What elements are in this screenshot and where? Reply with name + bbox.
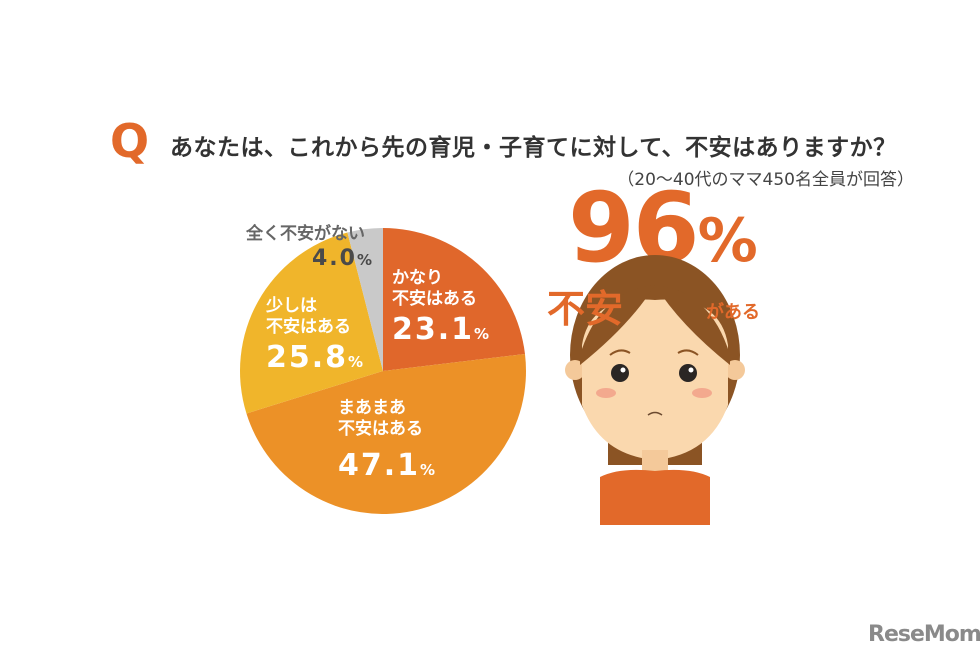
label-line: 全く不安がない [246, 224, 365, 244]
label-line: 不安はある [338, 419, 423, 440]
label-line: 不安はある [266, 317, 351, 338]
pie-slice-2 [240, 232, 383, 414]
callout-suffix: がある [706, 302, 760, 323]
label-kanari: かなり 不安はある 23.1% [392, 268, 491, 348]
label-line: 少しは [266, 296, 317, 316]
label-line: まあまあ [338, 398, 406, 418]
label-sukoshi: 少しは 不安はある 25.8% [266, 296, 365, 376]
label-maamaa: まあまあ 不安はある 47.1% [338, 398, 437, 484]
label-mattaku: 全く不安がない 4.0% [246, 224, 374, 273]
pie-slice-3 [347, 228, 383, 371]
q-mark: Q [110, 114, 150, 168]
data-label: 4.0% [312, 246, 375, 272]
data-label: 23.1% [392, 311, 492, 347]
label-line: 不安はある [392, 289, 477, 310]
data-label: 25.8% [266, 339, 366, 375]
callout-prefix: 不安 [547, 287, 624, 331]
survey-note: （20〜40代のママ450名全員が回答） [617, 170, 914, 190]
question-title: あなたは、これから先の育児・子育てに対して、不安はありますか？ [170, 135, 897, 161]
pie-slice-1 [246, 353, 527, 515]
data-label: 47.1% [338, 447, 438, 483]
resemom-logo: ReseMom [868, 622, 980, 647]
worried-mother-illustration [565, 255, 745, 525]
pie-slice-0 [383, 228, 525, 371]
label-line: かなり [392, 268, 443, 288]
